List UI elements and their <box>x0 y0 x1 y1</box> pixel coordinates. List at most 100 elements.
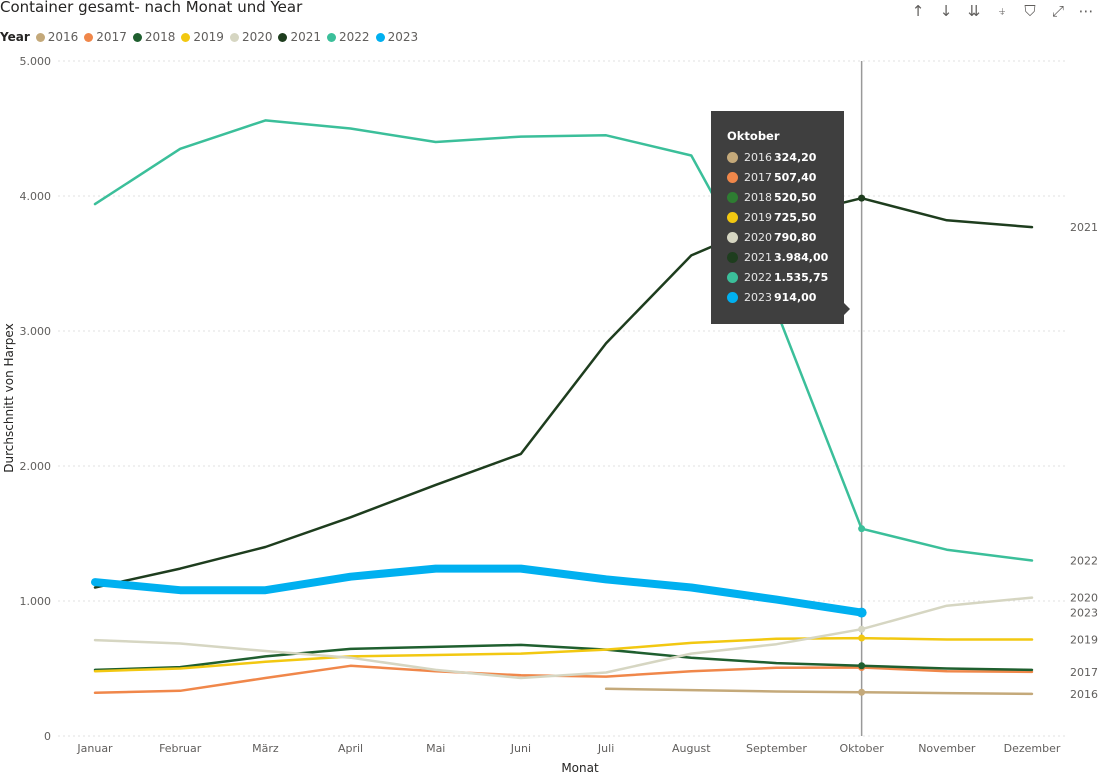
legend-marker <box>229 32 239 42</box>
series-line-2019 <box>93 636 1034 673</box>
x-tick-label: Januar <box>76 742 113 755</box>
legend-marker <box>35 32 45 42</box>
x-tick-label: Oktober <box>839 742 884 755</box>
x-tick-label: November <box>918 742 976 755</box>
legend-label: 2020 <box>241 30 273 44</box>
data-point-2023 <box>856 607 867 618</box>
x-tick-label: März <box>252 742 279 755</box>
chart-legend: Year 2016 2017 2018 2019 2020 2021 2022 2023 <box>0 30 424 44</box>
tooltip-row: 2020 790,80 <box>711 227 844 247</box>
tooltip-marker <box>727 271 738 283</box>
arrow-down-icon[interactable]: ↓ <box>939 2 953 20</box>
more-options-icon[interactable]: ⋯ <box>1078 2 1094 20</box>
legend-marker <box>375 32 385 42</box>
tooltip-year: 2021 <box>744 250 772 264</box>
x-tick-label: Februar <box>159 742 202 755</box>
tooltip-value: 725,50 <box>774 210 817 224</box>
tooltip-row: 2022 1.535,75 <box>711 267 844 287</box>
series-end-label: 2020 <box>1070 592 1098 605</box>
arrow-up-icon[interactable]: ↑ <box>911 2 925 20</box>
tooltip-year: 2016 <box>744 150 772 164</box>
filter-icon[interactable]: ⛉ <box>1024 2 1036 20</box>
tooltip-year: 2019 <box>744 210 772 224</box>
y-tick-label: 1.000 <box>20 595 52 608</box>
tooltip-value: 790,80 <box>774 230 817 244</box>
tooltip-header: Oktober <box>727 129 780 143</box>
y-tick-label: 4.000 <box>20 190 52 203</box>
tooltip: Oktober 2016 324,20 2017 507,40 2018 520,50 20… <box>711 111 850 324</box>
tooltip-row: 2018 520,50 <box>711 187 844 207</box>
tooltip-year: 2020 <box>744 230 772 244</box>
tooltip-marker <box>727 171 738 183</box>
x-tick-label: Mai <box>426 742 445 755</box>
legend-marker <box>84 32 94 42</box>
legend-item-2018[interactable]: 2018 <box>132 30 176 44</box>
legend-item-2020[interactable]: 2020 <box>229 30 273 44</box>
tooltip-value: 507,40 <box>774 170 817 184</box>
x-tick-label: Juni <box>510 742 531 755</box>
x-tick-label: Juli <box>597 742 614 755</box>
series-line-2020 <box>93 596 1034 680</box>
legend-item-2017[interactable]: 2017 <box>84 30 127 44</box>
tooltip-year: 2018 <box>744 190 772 204</box>
tooltip-year: 2017 <box>744 170 772 184</box>
legend-label: 2021 <box>290 30 322 44</box>
series-end-label: 2016 <box>1070 688 1098 701</box>
legend-label: 2023 <box>387 30 419 44</box>
legend-item-2023[interactable]: 2023 <box>375 30 419 44</box>
tooltip-row: 2016 324,20 <box>711 147 844 167</box>
series-line-2021 <box>93 196 1034 589</box>
legend-item-2019[interactable]: 2019 <box>181 30 224 44</box>
tooltip-row: 2021 3.984,00 <box>711 247 844 267</box>
legend-label: 2016 <box>47 30 79 44</box>
legend-marker <box>278 32 288 42</box>
legend-marker <box>181 32 191 42</box>
y-tick-label: 5.000 <box>20 55 52 68</box>
legend-label: 2019 <box>193 30 224 44</box>
tooltip-value: 3.984,00 <box>774 250 829 264</box>
tooltip-arrow <box>844 303 850 315</box>
series-end-label: 2019 <box>1070 633 1098 646</box>
tooltip-row: 2019 725,50 <box>711 207 844 227</box>
tooltip-value: 520,50 <box>774 190 817 204</box>
data-point-2018 <box>858 662 866 670</box>
legend-marker <box>327 32 337 42</box>
chart-title: Container gesamt- nach Monat und Year <box>0 0 303 16</box>
tooltip-marker <box>727 231 738 243</box>
legend-label: 2017 <box>96 30 127 44</box>
series-end-label: 2017 <box>1070 666 1098 679</box>
data-point-2016 <box>858 688 866 696</box>
series-line-2022 <box>93 119 1034 562</box>
tooltip-marker <box>727 291 738 303</box>
data-point-2020 <box>858 625 866 633</box>
series-line-2018 <box>93 643 1034 672</box>
legend-item-2022[interactable]: 2022 <box>327 30 370 44</box>
y-tick-label: 0 <box>44 730 51 743</box>
data-point-2022 <box>858 525 866 533</box>
tooltip-row: 2023 914,00 <box>711 287 844 307</box>
tooltip-year: 2023 <box>744 290 772 304</box>
series-end-label: 2023 <box>1070 607 1098 620</box>
tooltip-value: 914,00 <box>774 290 817 304</box>
tooltip-value: 324,20 <box>774 150 817 164</box>
tooltip-marker <box>727 211 738 223</box>
legend-item-2016[interactable]: 2016 <box>35 30 79 44</box>
y-tick-label: 2.000 <box>20 460 52 473</box>
expand-hierarchy-icon[interactable]: ⍖ <box>997 2 1007 20</box>
legend-label: 2018 <box>144 30 176 44</box>
series-end-label: 2021 <box>1070 221 1098 234</box>
legend-item-2021[interactable]: 2021 <box>278 30 321 44</box>
y-axis-title: Durchschnitt von Harpex <box>2 323 16 472</box>
tooltip-value: 1.535,75 <box>774 270 829 284</box>
focus-mode-icon[interactable]: ⤢ <box>1051 2 1064 20</box>
data-point-2021 <box>858 194 866 202</box>
x-tick-label: April <box>338 742 363 755</box>
double-arrow-down-icon[interactable]: ⇊ <box>967 2 981 20</box>
y-tick-label: 3.000 <box>20 325 52 338</box>
data-point-2019 <box>858 634 866 642</box>
x-tick-label: September <box>746 742 807 755</box>
tooltip-row: 2017 507,40 <box>711 167 844 187</box>
series-line-2016 <box>604 687 1034 696</box>
series-line-2017 <box>93 664 1034 695</box>
